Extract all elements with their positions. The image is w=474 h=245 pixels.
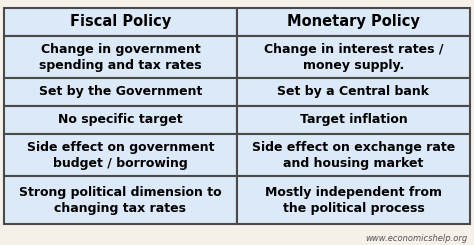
- Text: Target inflation: Target inflation: [300, 113, 407, 126]
- Text: Change in government
spending and tax rates: Change in government spending and tax ra…: [39, 42, 202, 72]
- Text: Strong political dimension to
changing tax rates: Strong political dimension to changing t…: [19, 185, 222, 215]
- Bar: [4, 8, 237, 36]
- Text: No specific target: No specific target: [58, 113, 183, 126]
- Bar: [4, 36, 237, 78]
- Bar: [4, 78, 237, 106]
- Text: Mostly independent from
the political process: Mostly independent from the political pr…: [265, 185, 442, 215]
- Text: www.economicshelp.org: www.economicshelp.org: [366, 234, 468, 243]
- Bar: [4, 134, 237, 176]
- Text: Side effect on government
budget / borrowing: Side effect on government budget / borro…: [27, 140, 214, 170]
- Text: Monetary Policy: Monetary Policy: [287, 14, 420, 29]
- Text: Set by a Central bank: Set by a Central bank: [277, 86, 429, 98]
- Text: Set by the Government: Set by the Government: [39, 86, 202, 98]
- Bar: [237, 36, 470, 78]
- Bar: [237, 8, 470, 36]
- Bar: [4, 106, 237, 134]
- Text: Change in interest rates /
money supply.: Change in interest rates / money supply.: [264, 42, 443, 72]
- Text: Fiscal Policy: Fiscal Policy: [70, 14, 171, 29]
- Bar: [237, 106, 470, 134]
- Bar: [4, 176, 237, 224]
- Bar: [237, 176, 470, 224]
- Bar: [237, 78, 470, 106]
- Text: Side effect on exchange rate
and housing market: Side effect on exchange rate and housing…: [252, 140, 455, 170]
- Bar: [237, 134, 470, 176]
